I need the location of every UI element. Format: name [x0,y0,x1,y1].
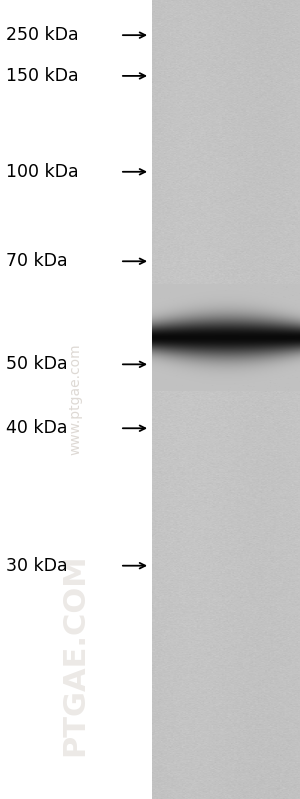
Text: 100 kDa: 100 kDa [6,163,79,181]
Text: 70 kDa: 70 kDa [6,252,68,270]
Text: PTGAE.COM: PTGAE.COM [61,554,89,757]
Text: 250 kDa: 250 kDa [6,26,79,44]
Text: 30 kDa: 30 kDa [6,557,68,574]
Text: 150 kDa: 150 kDa [6,67,79,85]
Text: www.ptgae.com: www.ptgae.com [68,344,82,455]
Bar [0,0,152,799]
Text: 50 kDa: 50 kDa [6,356,68,373]
Text: 40 kDa: 40 kDa [6,419,68,437]
